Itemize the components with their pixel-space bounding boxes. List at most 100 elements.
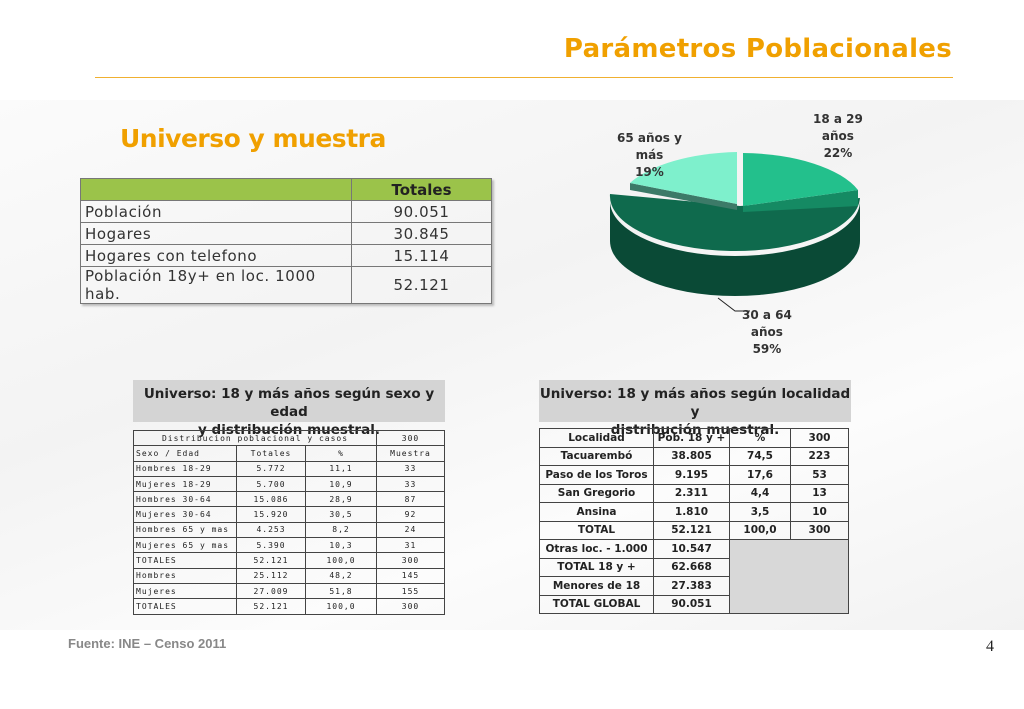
table-header-row: Sexo / Edad Totales % Muestra xyxy=(133,445,445,462)
row-label: TOTALES xyxy=(133,598,237,615)
table-row: Hombres 25.112 48,2 145 xyxy=(133,567,445,584)
row-value: 4.253 xyxy=(236,521,306,539)
row-value: 52.121 xyxy=(653,520,730,540)
table-row: Hogares 30.845 xyxy=(80,222,492,245)
row-value: 27.383 xyxy=(653,576,730,596)
pie-label-line: años xyxy=(750,325,783,339)
row-value: 10,9 xyxy=(305,475,377,493)
row-label: Mujeres 30-64 xyxy=(133,506,237,523)
section-heading: Universo y muestra xyxy=(120,124,386,153)
pie-label-line: 65 años y xyxy=(617,131,682,145)
row-value: 92 xyxy=(376,506,445,523)
row-value: 31 xyxy=(376,537,445,554)
row-value: 10 xyxy=(790,502,849,522)
pie-label-30-64: 30 a 64 años 59% xyxy=(742,307,792,358)
table-top-row: Distribucion poblacional y casos 300 xyxy=(133,429,445,447)
row-label: Hogares xyxy=(80,222,352,245)
column-header: 300 xyxy=(790,428,849,448)
table-row: Paso de los Toros 9.195 17,6 53 xyxy=(539,465,849,485)
row-value: 15.086 xyxy=(236,491,306,508)
row-value: 3,5 xyxy=(729,502,791,522)
row-label: Tacuarembó xyxy=(539,446,654,466)
row-value: 51,8 xyxy=(305,582,377,600)
row-value: 30.845 xyxy=(351,222,492,245)
row-label: Ansina xyxy=(539,502,654,522)
row-value: 100,0 xyxy=(305,598,377,615)
row-label: Menores de 18 xyxy=(539,576,654,596)
row-value: 15.114 xyxy=(351,244,492,267)
row-value: 33 xyxy=(376,460,445,477)
pie-label-line: 18 a 29 xyxy=(813,112,863,126)
row-value: 74,5 xyxy=(729,446,791,466)
empty-cell xyxy=(729,539,849,614)
column-header: Sexo / Edad xyxy=(133,445,237,462)
row-value: 38.805 xyxy=(653,446,730,466)
locality-heading: Universo: 18 y más años según localidad … xyxy=(539,380,851,438)
row-label: Población 18y+ en loc. 1000 hab. xyxy=(80,266,352,304)
pie-slice-65-side xyxy=(630,183,737,210)
sexage-heading: Universo: 18 y más años según sexo y eda… xyxy=(133,380,445,438)
row-label: Mujeres 18-29 xyxy=(133,475,237,493)
row-label: San Gregorio xyxy=(539,483,654,503)
row-label: TOTAL 18 y + xyxy=(539,557,654,577)
row-value: 1.810 xyxy=(653,502,730,522)
row-value: 28,9 xyxy=(305,491,377,508)
row-value: 145 xyxy=(376,567,445,584)
row-value: 100,0 xyxy=(729,520,791,540)
table-row: TOTALES 52.121 100,0 300 xyxy=(133,552,445,569)
row-value: 24 xyxy=(376,521,445,539)
row-label: Población xyxy=(80,200,352,223)
row-label: Mujeres xyxy=(133,582,237,600)
header-empty-cell xyxy=(80,178,352,201)
table-row: TOTALES 52.121 100,0 300 xyxy=(133,598,445,615)
table-row: Ansina 1.810 3,5 10 xyxy=(539,502,849,522)
heading-line: Universo: 18 y más años según sexo y eda… xyxy=(143,386,435,420)
row-label: Hombres 65 y mas xyxy=(133,521,237,539)
row-label: Mujeres 65 y mas xyxy=(133,537,237,554)
table-row: Tacuarembó 38.805 74,5 223 xyxy=(539,446,849,466)
row-value: 27.009 xyxy=(236,582,306,600)
pie-leader-line xyxy=(717,297,750,312)
row-value: 25.112 xyxy=(236,567,306,584)
table-row: Hogares con telefono 15.114 xyxy=(80,244,492,267)
row-value: 90.051 xyxy=(351,200,492,223)
row-value: 13 xyxy=(790,483,849,503)
row-label: Hombres 18-29 xyxy=(133,460,237,477)
table-header-row: Localidad Pob. 18 y + % 300 xyxy=(539,428,849,448)
row-value: 17,6 xyxy=(729,465,791,485)
locality-table: Localidad Pob. 18 y + % 300 Tacuarembó 38… xyxy=(539,428,849,614)
row-label: Hombres xyxy=(133,567,237,584)
row-value: 8,2 xyxy=(305,521,377,539)
column-header: % xyxy=(305,445,377,462)
pie-slice-18-29-side xyxy=(743,190,858,212)
pie-slice-30-64-side xyxy=(610,201,860,296)
heading-line: Universo: 18 y más años según localidad … xyxy=(539,386,851,420)
table-row: Mujeres 30-64 15.920 30,5 92 xyxy=(133,506,445,523)
row-value: 87 xyxy=(376,491,445,508)
row-value: 155 xyxy=(376,582,445,600)
table-row: Mujeres 27.009 51,8 155 xyxy=(133,582,445,600)
slide-title: Parámetros Poblacionales xyxy=(563,34,952,64)
row-value: 300 xyxy=(376,598,445,615)
row-value: 10,3 xyxy=(305,537,377,554)
table-row: TOTAL 52.121 100,0 300 xyxy=(539,520,849,540)
pie-label-65: 65 años y más 19% xyxy=(617,130,682,181)
table-row: Población 18y+ en loc. 1000 hab. 52.121 xyxy=(80,266,492,304)
row-label: TOTALES xyxy=(133,552,237,569)
sexage-table: Distribucion poblacional y casos 300 Sex… xyxy=(133,429,445,615)
title-divider xyxy=(95,77,953,78)
table-row: Mujeres 65 y mas 5.390 10,3 31 xyxy=(133,537,445,554)
distribution-label: Distribucion poblacional y casos xyxy=(133,429,377,447)
pie-label-line: años xyxy=(821,129,854,143)
table-row: Hombres 30-64 15.086 28,9 87 xyxy=(133,491,445,508)
row-value: 52.121 xyxy=(236,598,306,615)
pie-label-percent: 19% xyxy=(635,165,664,179)
table-row: TOTAL 18 y +62.668 xyxy=(539,557,849,577)
row-value: 10.547 xyxy=(653,539,730,559)
row-value: 53 xyxy=(790,465,849,485)
pie-label-18-29: 18 a 29 años 22% xyxy=(813,111,863,162)
pie-label-percent: 22% xyxy=(823,146,853,160)
table-row: Población 90.051 xyxy=(80,200,492,223)
age-pie-chart xyxy=(609,152,860,312)
page-number: 4 xyxy=(986,638,994,655)
